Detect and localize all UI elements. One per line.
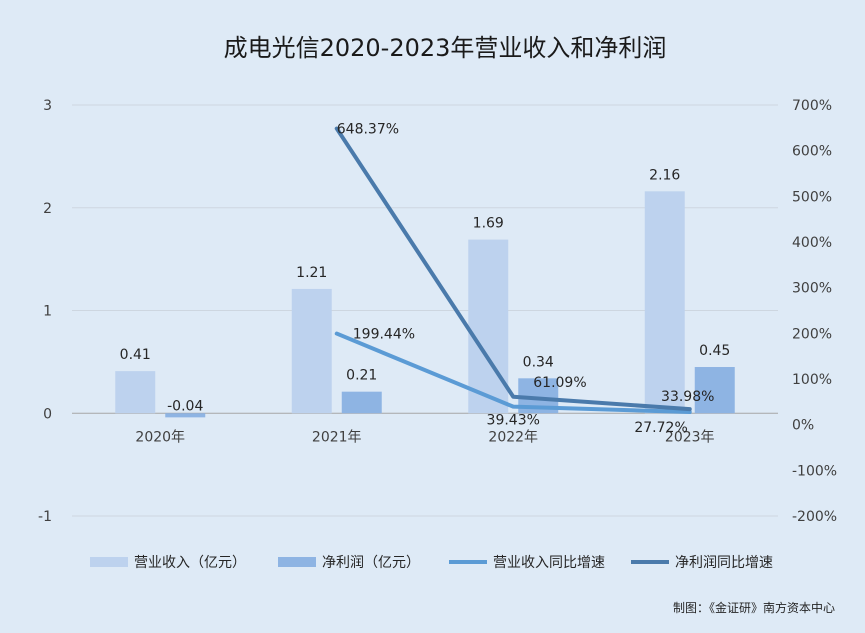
bar-data-label: 0.41: [120, 347, 151, 363]
chart-title: 成电光信2020-2023年营业收入和净利润: [224, 34, 667, 62]
line-data-label: 648.37%: [337, 122, 399, 138]
line-data-label: 33.98%: [661, 389, 714, 405]
x-axis: 2020年 2021年 2022年 2023年: [135, 429, 714, 445]
right-tick-label: 700%: [792, 98, 832, 114]
right-tick-label: 600%: [792, 144, 832, 160]
legend-swatch: [278, 557, 316, 567]
right-tick-label: -100%: [792, 463, 837, 479]
bar-data-label: 0.21: [346, 368, 377, 384]
line-data-label: 39.43%: [487, 413, 540, 429]
bar: [165, 413, 206, 418]
left-tick-label: 1: [43, 304, 52, 320]
left-axis: 3 2 1 0 -1: [38, 98, 52, 525]
data-labels: 0.41 1.21 1.69 2.16 -0.04 0.21 0.34 0.45 199.44%…: [120, 122, 731, 436]
bar: [341, 391, 382, 414]
series-line: [334, 331, 692, 415]
left-tick-label: 2: [43, 201, 52, 217]
right-tick-label: 400%: [792, 235, 832, 251]
bar: [115, 371, 156, 414]
bar-data-label: 1.69: [473, 216, 504, 232]
series-line: [334, 126, 692, 412]
bar: [468, 239, 509, 414]
line-data-label: 27.72%: [634, 420, 687, 436]
x-tick-label: 2022年: [488, 429, 538, 445]
right-tick-label: 300%: [792, 281, 832, 297]
credit-text: 制图：《金证研》南方资本中心: [673, 600, 835, 615]
legend-label: 净利润同比增速: [675, 555, 773, 571]
left-tick-label: -1: [38, 509, 52, 525]
right-axis: 700% 600% 500% 400% 300% 200% 100% 0% -100% -200%: [792, 98, 837, 525]
right-tick-label: 0%: [792, 418, 814, 434]
bar-data-label: 0.34: [523, 354, 554, 370]
x-tick-label: 2021年: [312, 429, 362, 445]
bar-data-label: 2.16: [649, 167, 680, 183]
right-tick-label: 100%: [792, 372, 832, 388]
bar-data-label: 1.21: [296, 265, 327, 281]
line-data-label: 61.09%: [533, 375, 586, 391]
x-tick-label: 2023年: [665, 429, 715, 445]
bar: [291, 288, 332, 414]
right-tick-label: 500%: [792, 189, 832, 205]
left-tick-label: 0: [43, 406, 52, 422]
bar: [694, 367, 735, 414]
bar-data-label: 0.45: [699, 343, 730, 359]
right-tick-label: -200%: [792, 509, 837, 525]
bar: [644, 191, 685, 414]
legend-label: 净利润（亿元）: [322, 555, 420, 571]
line-data-label: 199.44%: [353, 327, 415, 343]
legend-swatch: [90, 557, 128, 567]
bars: [115, 191, 735, 418]
legend-label: 营业收入同比增速: [493, 555, 605, 571]
bar-data-label: -0.04: [167, 398, 203, 414]
legend-label: 营业收入（亿元）: [134, 555, 246, 571]
x-tick-label: 2020年: [135, 429, 185, 445]
lines: [334, 126, 692, 415]
left-tick-label: 3: [43, 98, 52, 114]
legend: 营业收入（亿元） 净利润（亿元） 营业收入同比增速 净利润同比增速: [90, 555, 773, 571]
right-tick-label: 200%: [792, 326, 832, 342]
